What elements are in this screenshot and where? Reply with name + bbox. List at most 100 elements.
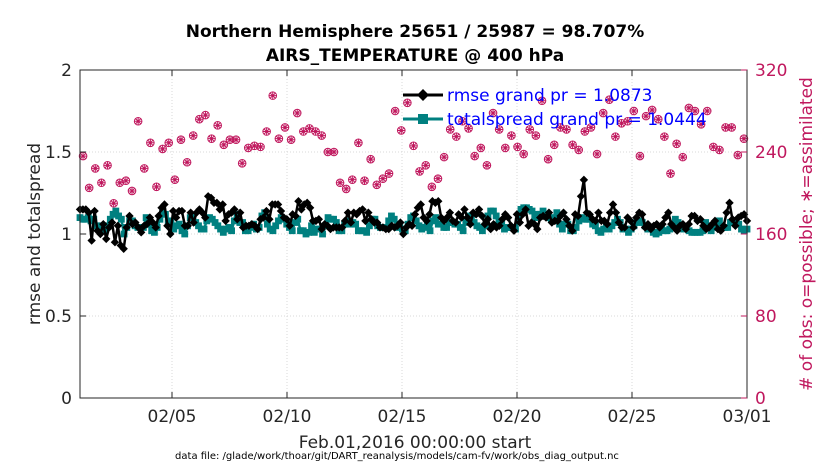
y-right-tick-label: 0 bbox=[755, 389, 766, 409]
obs-assimilated-marker bbox=[623, 117, 632, 126]
totalspread-marker bbox=[294, 215, 302, 223]
rmse-marker bbox=[233, 215, 242, 224]
rmse-marker bbox=[559, 208, 568, 217]
obs-assimilated-marker bbox=[495, 125, 503, 134]
data-file-footnote: data file: /glade/work/thoar/git/DART_re… bbox=[175, 451, 619, 462]
obs-assimilated-marker bbox=[452, 132, 461, 141]
obs-assimilated-marker bbox=[685, 104, 693, 112]
obs-assimilated-marker bbox=[226, 135, 234, 144]
obs-assimilated-marker bbox=[360, 176, 369, 185]
rmse-marker bbox=[445, 208, 455, 217]
obs-assimilated-marker bbox=[177, 135, 185, 144]
rmse-marker bbox=[544, 208, 554, 217]
rmse-marker bbox=[643, 219, 653, 229]
rmse-marker bbox=[410, 210, 420, 219]
totalspread-marker bbox=[490, 207, 497, 215]
obs-assimilated-marker bbox=[538, 96, 546, 105]
x-axis-label: Feb.01,2016 00:00:00 start bbox=[299, 433, 532, 453]
totalspread-marker bbox=[112, 207, 120, 215]
rmse-marker bbox=[189, 218, 198, 227]
rmse-marker bbox=[136, 228, 146, 237]
obs-assimilated-marker bbox=[470, 152, 479, 160]
rmse-marker bbox=[230, 205, 239, 214]
rmse-marker bbox=[407, 221, 417, 230]
totalspread-marker bbox=[426, 227, 434, 235]
rmse-marker bbox=[731, 221, 740, 230]
obs-assimilated-marker bbox=[415, 167, 424, 176]
obs-assimilated-marker bbox=[654, 115, 663, 123]
rmse-marker bbox=[119, 244, 128, 253]
rmse-marker bbox=[707, 219, 717, 229]
obs-assimilated-marker bbox=[342, 185, 350, 193]
x-tick-label: 03/01 bbox=[723, 407, 772, 427]
obs-assimilated-marker bbox=[483, 161, 491, 170]
rmse-marker bbox=[425, 210, 434, 219]
rmse-marker bbox=[515, 218, 525, 227]
rmse-marker bbox=[186, 208, 195, 217]
obs-assimilated-marker bbox=[140, 164, 149, 173]
rmse-marker bbox=[722, 208, 731, 217]
rmse-marker bbox=[302, 198, 312, 208]
obs-assimilated-marker bbox=[385, 169, 393, 178]
obs-assimilated-marker bbox=[79, 152, 87, 160]
obs-assimilated-marker bbox=[421, 161, 430, 170]
obs-assimilated-marker bbox=[636, 152, 644, 160]
totalspread-marker bbox=[117, 215, 125, 223]
rmse-marker bbox=[591, 216, 600, 226]
rmse-marker bbox=[314, 215, 324, 224]
obs-assimilated-marker bbox=[464, 124, 473, 133]
obs-assimilated-marker bbox=[330, 148, 338, 156]
totalspread-marker bbox=[462, 219, 470, 226]
rmse-marker bbox=[218, 200, 227, 209]
rmse-marker bbox=[364, 208, 373, 217]
rmse-marker bbox=[611, 208, 621, 217]
totalspread-marker bbox=[724, 224, 732, 231]
obs-assimilated-marker bbox=[672, 140, 681, 148]
totalspread-marker bbox=[528, 207, 536, 215]
rmse-marker bbox=[533, 224, 542, 234]
totalspread-marker bbox=[175, 220, 183, 228]
obs-assimilated-marker bbox=[372, 181, 381, 189]
obs-assimilated-marker bbox=[311, 127, 320, 136]
rmse-marker bbox=[160, 200, 169, 209]
obs-assimilated-marker bbox=[109, 199, 118, 208]
rmse-marker bbox=[177, 206, 187, 216]
rmse-marker bbox=[282, 215, 291, 224]
rmse-marker bbox=[725, 198, 734, 208]
rmse-marker bbox=[602, 219, 612, 229]
y-right-tick-label: 80 bbox=[755, 307, 777, 327]
rmse-marker bbox=[90, 206, 99, 216]
rmse-marker bbox=[541, 213, 551, 222]
obs-assimilated-marker bbox=[97, 178, 106, 187]
obs-assimilated-marker bbox=[703, 107, 712, 115]
obs-assimilated-marker bbox=[660, 132, 669, 141]
totalspread-marker bbox=[710, 224, 718, 231]
obs-assimilated-marker bbox=[727, 123, 736, 132]
obs-assimilated-marker bbox=[324, 148, 332, 156]
obs-assimilated-marker bbox=[256, 143, 265, 151]
totalspread-marker bbox=[479, 227, 486, 235]
obs-assimilated-marker bbox=[293, 109, 302, 117]
rmse-marker bbox=[474, 205, 484, 214]
rmse-marker bbox=[87, 236, 96, 245]
rmse-marker bbox=[649, 221, 658, 230]
rmse-marker bbox=[719, 221, 728, 230]
y-right-tick-label: 320 bbox=[755, 61, 787, 81]
rmse-marker bbox=[346, 218, 356, 227]
rmse-marker bbox=[530, 219, 539, 229]
rmse-marker bbox=[93, 226, 102, 235]
obs-assimilated-marker bbox=[317, 131, 326, 140]
rmse-marker bbox=[675, 221, 685, 230]
obs-assimilated-marker bbox=[189, 131, 198, 140]
obs-assimilated-marker bbox=[550, 141, 559, 149]
obs-assimilated-marker bbox=[336, 178, 344, 187]
totalspread-marker bbox=[264, 220, 271, 228]
rmse-marker bbox=[273, 200, 283, 209]
totalspread-marker bbox=[106, 215, 114, 223]
rmse-marker bbox=[463, 213, 472, 222]
totalspread-marker bbox=[666, 225, 674, 233]
legend-spread-marker bbox=[418, 114, 428, 124]
obs-assimilated-marker bbox=[642, 112, 650, 120]
obs-assimilated-marker bbox=[275, 134, 283, 143]
obs-assimilated-marker bbox=[581, 127, 589, 136]
